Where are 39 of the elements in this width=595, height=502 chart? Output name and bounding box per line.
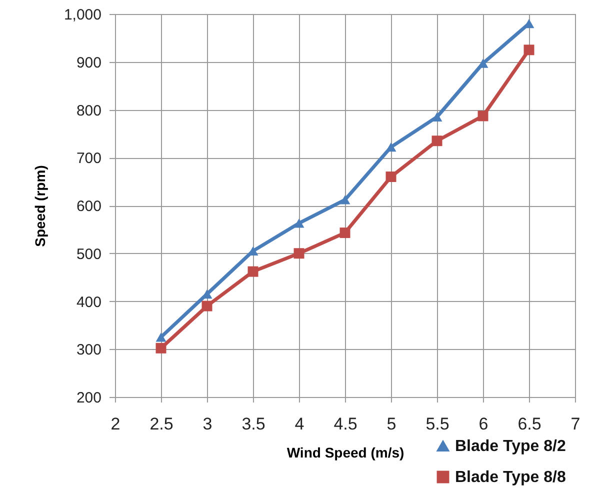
y-tick-label: 1,000 <box>64 6 102 24</box>
point <box>432 136 442 146</box>
point <box>524 44 534 56</box>
point <box>340 195 350 204</box>
y-tick-label: 700 <box>76 150 102 168</box>
x-tick-label: 2.5 <box>150 414 174 434</box>
x-tick-label: 3 <box>202 414 212 434</box>
x-tick-label: 4 <box>294 414 304 434</box>
x-tick-label: 5 <box>386 414 396 434</box>
x-tick-label: 6.5 <box>518 414 542 434</box>
point <box>386 142 396 152</box>
point <box>478 58 488 68</box>
y-tick-label: 300 <box>76 342 102 359</box>
point <box>294 248 304 259</box>
x-tick-label: 2 <box>110 414 120 434</box>
x-tick-label: 3.5 <box>242 414 266 434</box>
legend-label: Blade Type 8/8 <box>455 469 566 486</box>
point <box>156 342 166 354</box>
point <box>432 112 442 122</box>
y-tick-label: 800 <box>76 102 102 120</box>
point <box>248 266 258 277</box>
x-tick-label: 5.5 <box>426 414 450 434</box>
point <box>202 300 212 312</box>
legend-label: Blade Type 8/2 <box>455 438 566 455</box>
x-tick-label: 4.5 <box>334 414 358 434</box>
y-axis-title: Speed (rpm) <box>32 165 48 247</box>
y-tick-label: 400 <box>76 294 102 311</box>
x-tick-label: 6 <box>478 414 488 434</box>
point <box>294 218 304 228</box>
y-tick-label: 600 <box>76 198 102 215</box>
x-axis-title: Wind Speed (m/s) <box>286 444 404 460</box>
point <box>340 228 350 238</box>
y-tick-label: 900 <box>76 54 102 72</box>
y-tick-label: 200 <box>76 390 102 406</box>
point <box>386 172 396 182</box>
x-tick-label: 7 <box>570 414 580 434</box>
point <box>478 110 488 122</box>
point <box>156 332 166 342</box>
y-tick-label: 500 <box>76 246 102 263</box>
